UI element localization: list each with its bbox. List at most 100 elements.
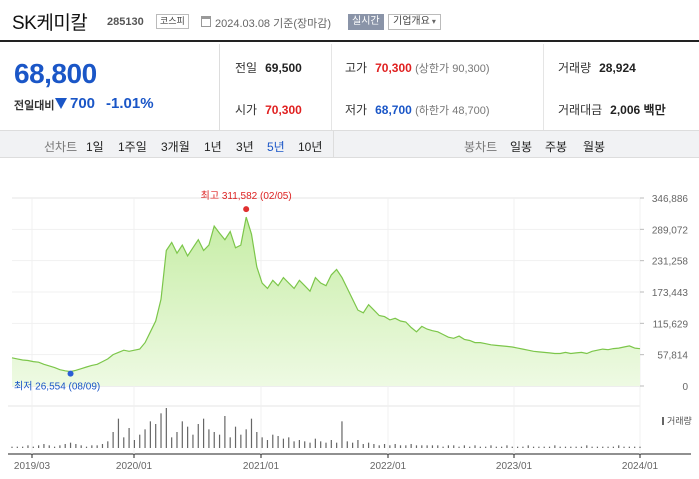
volume-bar: [245, 429, 247, 448]
market-badge: 코스피: [156, 14, 189, 29]
price-change: 700: [70, 95, 96, 112]
volume-bar: [559, 446, 561, 448]
volume-bar: [341, 421, 343, 448]
quote-date: 2024.03.08 기준(장마감): [215, 18, 332, 30]
volume-bar: [543, 446, 545, 448]
volume-bar: [144, 429, 146, 448]
volume-legend: 거래량: [662, 414, 692, 427]
x-tick-label: 2023/01: [496, 461, 533, 472]
high-label: 최고 311,582 (02/05): [201, 190, 292, 202]
volume-bar: [501, 446, 503, 448]
volume-bar: [171, 437, 173, 448]
volume-bar: [112, 432, 114, 448]
volume-bar: [309, 442, 311, 448]
volume-bar: [575, 446, 577, 448]
x-tick-label: 2024/01: [622, 461, 659, 472]
stat-value: 70,300: [265, 103, 302, 117]
stat-low: 저가 68,700 (하한가 48,700): [345, 101, 490, 118]
volume-bar: [570, 446, 572, 448]
realtime-button[interactable]: 실시간: [348, 14, 384, 30]
tab-divider: [333, 131, 334, 157]
volume-bar: [48, 445, 50, 448]
volume-bar: [495, 446, 497, 448]
tab-3m[interactable]: 3개월: [161, 140, 190, 154]
tab-weekly[interactable]: 주봉: [545, 140, 568, 154]
stat-label: 고가: [345, 61, 368, 75]
volume-bar: [282, 438, 285, 448]
y-tick-label: 115,629: [653, 319, 689, 330]
stat-amount: 거래대금 2,006 백만: [558, 101, 666, 118]
tab-5y[interactable]: 5년: [267, 140, 285, 154]
volume-bar: [474, 445, 476, 448]
volume-bar: [80, 445, 82, 448]
tab-1w[interactable]: 1주일: [118, 140, 147, 154]
volume-bar: [623, 446, 625, 448]
stock-code: 285130: [107, 16, 144, 28]
volume-bar: [469, 446, 471, 448]
volume-bar: [532, 446, 535, 448]
divider: [331, 44, 332, 130]
volume-bar: [548, 446, 551, 448]
volume-legend-swatch: [662, 417, 664, 425]
candle-chart-label: 봉차트: [464, 140, 498, 154]
volume-bar: [218, 434, 221, 448]
volume-bar: [155, 424, 157, 448]
line-chart-label: 선차트: [44, 140, 78, 154]
volume-bar: [197, 424, 199, 448]
stats-grid: 전일 69,500 고가 70,300 (상한가 90,300) 거래량 28,924…: [221, 44, 699, 130]
y-tick-label: 0: [682, 382, 688, 393]
volume-bar: [447, 445, 450, 448]
y-tick-label: 289,072: [652, 225, 689, 236]
tab-1y[interactable]: 1년: [204, 140, 222, 154]
volume-bar: [367, 442, 370, 448]
volume-bar: [586, 445, 588, 448]
calendar-icon: [201, 16, 211, 27]
volume-bar: [16, 446, 18, 448]
volume-bar: [250, 418, 253, 448]
volume-bar: [11, 446, 13, 448]
tab-daily[interactable]: 일봉: [510, 140, 533, 154]
company-info-dropdown[interactable]: 기업개요 ▾: [388, 14, 441, 30]
volume-bar: [336, 442, 338, 448]
chevron-down-icon: ▾: [431, 17, 436, 26]
volume-bar: [293, 441, 295, 448]
volume-bar: [202, 418, 205, 448]
volume-bar: [224, 416, 226, 448]
volume-bar: [107, 441, 109, 448]
low-marker: [67, 370, 74, 377]
tab-10y[interactable]: 10년: [298, 140, 323, 154]
volume-bar: [607, 446, 609, 448]
price-chart[interactable]: 346,886 289,072 231,258 173,443 115,629 57,81…: [0, 158, 699, 479]
volume-bar: [123, 437, 125, 448]
tab-1d[interactable]: 1일: [86, 140, 104, 154]
volume-bar: [234, 426, 237, 448]
x-tick-label: 2020/01: [116, 461, 153, 472]
tab-monthly[interactable]: 월봉: [583, 140, 606, 154]
volume-bar: [405, 445, 407, 448]
volume-bar: [458, 446, 460, 448]
y-tick-label: 57,814: [657, 351, 688, 362]
volume-bar: [527, 445, 529, 448]
tab-3y[interactable]: 3년: [236, 140, 254, 154]
volume-bar: [410, 444, 412, 448]
volume-bar: [564, 446, 567, 448]
volume-bar: [288, 437, 290, 448]
high-marker: [243, 206, 250, 213]
volume-bar: [314, 438, 316, 448]
stock-header: SK케미칼 285130 코스피 2024.03.08 기준(장마감) 실시간 …: [0, 0, 699, 42]
volume-bar: [38, 445, 40, 448]
volume-bar: [346, 441, 348, 448]
down-arrow-icon: [55, 98, 67, 109]
volume-bar: [490, 445, 492, 448]
volume-bar: [160, 413, 162, 448]
volume-bar: [538, 446, 540, 448]
volume-bar: [325, 442, 327, 448]
volume-bar: [352, 442, 354, 448]
volume-bar: [634, 446, 636, 448]
volume-bar: [181, 421, 183, 448]
stat-unit: 백만: [643, 103, 666, 117]
volume-bar: [421, 445, 423, 448]
stat-value: 68,700: [375, 103, 412, 117]
volume-bar: [75, 444, 77, 448]
volume-bar: [27, 445, 29, 448]
